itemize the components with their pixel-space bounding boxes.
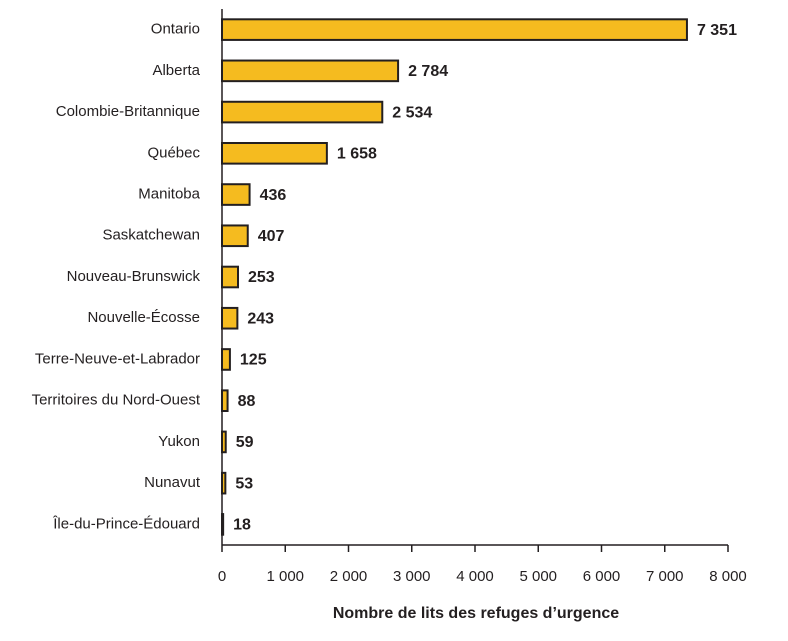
value-label: 7 351 <box>697 22 737 39</box>
x-tick-label: 4 000 <box>456 568 494 585</box>
bar <box>221 348 231 371</box>
bar <box>221 306 239 330</box>
x-tick-label: 5 000 <box>519 568 557 585</box>
value-label: 407 <box>258 228 285 245</box>
bar <box>221 471 227 495</box>
y-tick-label: Terre-Neuve-et-Labrador <box>35 350 200 367</box>
y-tick-label: Manitoba <box>138 186 200 203</box>
value-label: 436 <box>260 187 287 204</box>
x-tick-label: 8 000 <box>709 568 747 585</box>
y-tick-label: Yukon <box>158 433 200 450</box>
value-label: 2 534 <box>392 104 432 121</box>
x-tick-label: 0 <box>218 568 226 585</box>
value-label: 59 <box>236 434 254 451</box>
bar <box>221 59 400 83</box>
x-tick-label: 3 000 <box>393 568 431 585</box>
y-tick-label: Nouvelle-Écosse <box>87 309 200 326</box>
value-label: 1 658 <box>337 146 377 163</box>
value-label: 243 <box>247 310 274 327</box>
y-tick-label: Île-du-Prince-Édouard <box>52 515 200 532</box>
bar <box>221 389 229 412</box>
bar <box>221 265 240 289</box>
bar <box>221 183 251 206</box>
y-tick-label: Ontario <box>151 21 200 38</box>
x-axis-title: Nombre de lits des refuges d’urgence <box>333 605 619 622</box>
y-tick-label: Alberta <box>152 62 200 79</box>
y-tick-label: Nouveau-Brunswick <box>67 268 201 285</box>
value-label: 88 <box>238 393 256 410</box>
bar <box>221 513 225 536</box>
x-tick-label: 7 000 <box>646 568 684 585</box>
value-label: 53 <box>235 475 253 492</box>
value-label: 253 <box>248 269 275 286</box>
value-label: 2 784 <box>408 63 448 80</box>
y-tick-label: Colombie-Britannique <box>56 103 200 120</box>
bar <box>221 100 384 124</box>
value-label: 18 <box>233 517 251 534</box>
y-tick-label: Québec <box>147 144 200 161</box>
y-tick-label: Territoires du Nord-Ouest <box>32 392 201 409</box>
x-tick-label: 6 000 <box>583 568 621 585</box>
x-tick-label: 2 000 <box>330 568 368 585</box>
bar <box>221 224 249 248</box>
y-tick-label: Saskatchewan <box>102 227 200 244</box>
y-tick-label: Nunavut <box>144 474 201 491</box>
bar <box>221 142 328 165</box>
bar <box>221 18 688 41</box>
x-tick-label: 1 000 <box>266 568 304 585</box>
bar <box>221 430 227 454</box>
value-label: 125 <box>240 352 267 369</box>
